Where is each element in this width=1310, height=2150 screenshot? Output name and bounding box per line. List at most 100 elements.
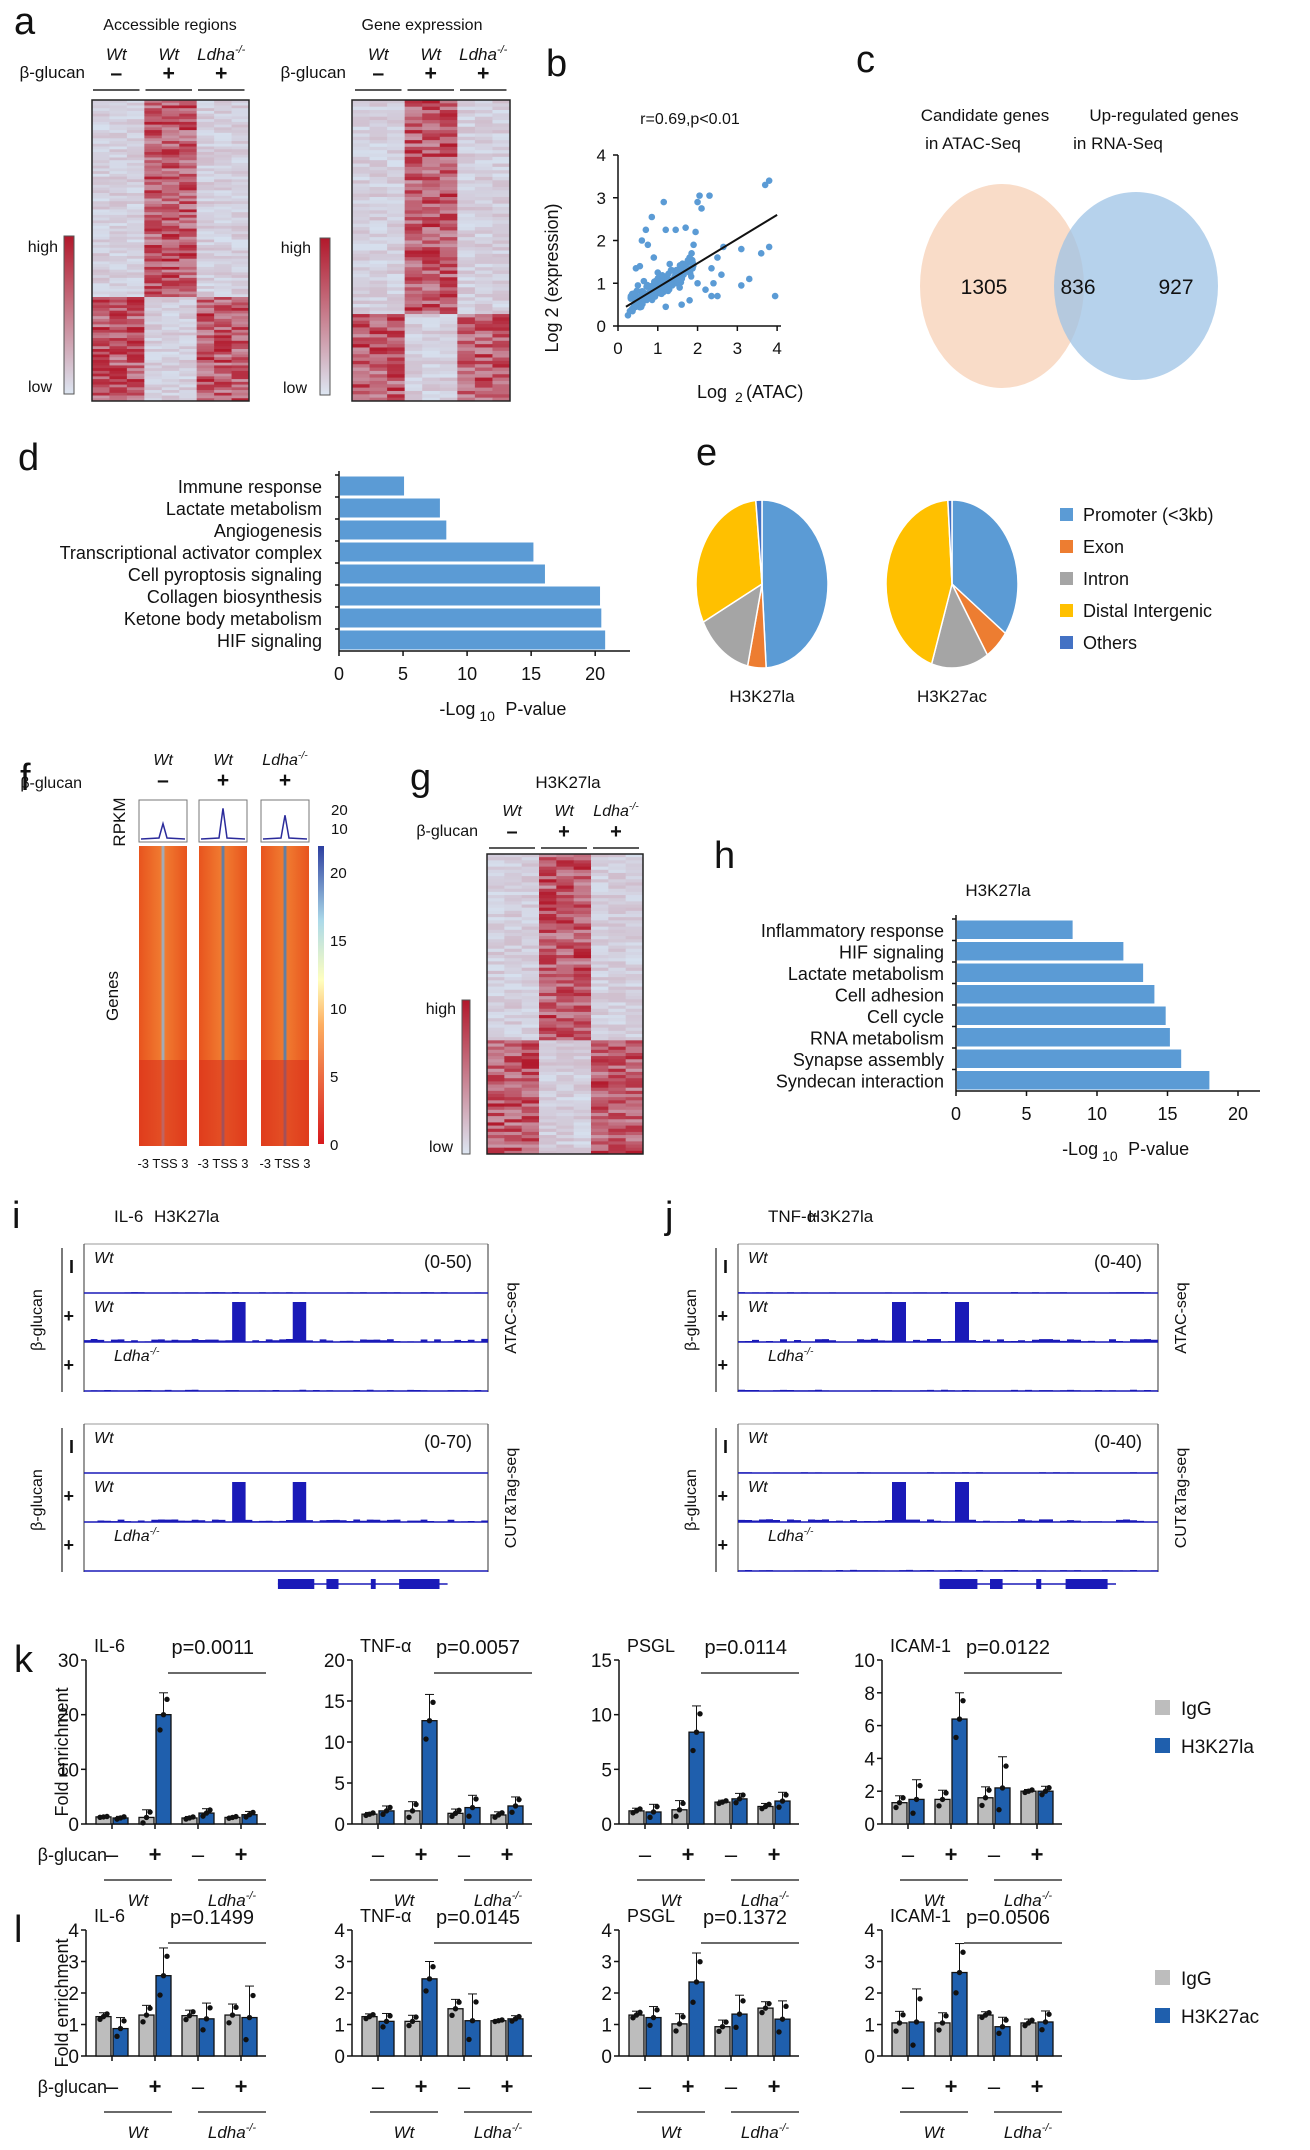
heatmap-cell (387, 350, 406, 355)
heatmap-cell (161, 149, 180, 153)
heatmap-cell (474, 133, 493, 138)
bar-igg (671, 2023, 688, 2057)
heatmap-cell (521, 1106, 540, 1111)
heatmap-cell (422, 233, 441, 238)
heatmap-cell (422, 380, 441, 385)
heatmap-cell (144, 138, 163, 142)
heatmap-cell (109, 294, 128, 298)
heatmap-cell (387, 370, 406, 375)
heatmap-cell (369, 390, 388, 395)
data-point (117, 2025, 124, 2032)
heatmap-cell (387, 300, 406, 305)
heatmap-cell (573, 1150, 592, 1155)
heatmap-cell (387, 227, 406, 231)
heatmap-cell (161, 357, 180, 361)
heatmap-cell (352, 287, 371, 292)
heatmap-cell (591, 863, 609, 868)
heatmap-cell (591, 1081, 609, 1086)
heatmap-cell (161, 387, 180, 391)
heatmap-cell (161, 214, 180, 219)
heatmap-cell (179, 206, 198, 210)
heatmap-cell (126, 171, 145, 175)
heatmap-cell (179, 327, 198, 331)
heatmap-cell (591, 857, 609, 861)
panel-letter-c: c (856, 39, 875, 81)
heatmap-cell (161, 302, 180, 306)
heatmap-cell (556, 926, 575, 931)
heatmap-cell (196, 357, 215, 361)
panel-j-exon (1065, 1579, 1108, 1589)
heatmap-cell (144, 132, 163, 137)
heatmap-cell (404, 360, 423, 365)
heatmap-cell (492, 227, 511, 231)
heatmap-cell (539, 986, 557, 991)
panel-h-category-label: Cell cycle (867, 1007, 944, 1027)
heatmap-cell (404, 166, 423, 171)
heatmap-cell (591, 1119, 609, 1123)
heatmap-cell (144, 182, 163, 186)
data-point (456, 1999, 462, 2005)
heatmap-cell (608, 1078, 627, 1082)
heatmap-cell (591, 955, 609, 959)
heatmap-cell (625, 939, 644, 943)
heatmap-cell (521, 1135, 540, 1139)
heatmap-cell (504, 1018, 523, 1022)
heatmap-cell (161, 324, 180, 328)
heatmap-cell (556, 1008, 575, 1013)
heatmap-cell (492, 364, 511, 369)
heatmap-cell (196, 102, 215, 106)
heatmap-cell (625, 980, 644, 984)
panel-i-assay-label: CUT&Tag-seq (503, 1448, 520, 1548)
heatmap-cell (161, 110, 180, 115)
data-point (183, 2016, 189, 2023)
heatmap-cell (487, 869, 505, 874)
heatmap-cell (144, 390, 163, 394)
heatmap-cell (144, 146, 163, 150)
heatmap-cell (144, 318, 163, 323)
heatmap-cell (369, 193, 388, 198)
heatmap-cell (504, 1021, 523, 1026)
panel-a-right-colorbar (319, 237, 331, 396)
heatmap-cell (92, 365, 110, 369)
heatmap-cell (487, 1081, 505, 1086)
heatmap-cell (504, 866, 523, 871)
heatmap-cell (404, 223, 423, 228)
heatmap-cell (231, 264, 250, 268)
heatmap-cell (231, 184, 250, 189)
data-point (896, 2020, 903, 2026)
heatmap-cell (422, 230, 441, 235)
scatter-point (686, 297, 693, 304)
heatmap-cell (161, 297, 180, 301)
heatmap-cell (144, 299, 163, 303)
heatmap-cell (457, 116, 476, 121)
heatmap-cell (504, 999, 523, 1003)
heatmap-cell (161, 362, 180, 366)
heatmap-cell (92, 228, 110, 232)
heatmap-cell (625, 1150, 644, 1155)
scatter-point (629, 308, 636, 315)
heatmap-cell (214, 100, 233, 104)
data-point (1029, 2017, 1035, 2023)
heatmap-cell (109, 261, 128, 265)
data-point (160, 1711, 167, 1718)
heatmap-cell (521, 1090, 540, 1095)
data-point (999, 2024, 1006, 2030)
data-point (469, 1804, 476, 1811)
heatmap-cell (231, 214, 250, 219)
heatmap-cell (422, 106, 441, 111)
heatmap-cell (109, 212, 128, 216)
heatmap-cell (608, 891, 627, 896)
heatmap-cell (144, 124, 163, 128)
heatmap-cell (474, 257, 493, 262)
heatmap-cell (591, 932, 609, 937)
heatmap-cell (196, 359, 215, 364)
heatmap-cell (591, 1144, 609, 1149)
heatmap-cell (573, 898, 592, 902)
heatmap-cell (179, 212, 198, 216)
legend-swatch (1060, 636, 1073, 649)
heatmap-cell (422, 183, 441, 188)
heatmap-cell (504, 863, 523, 868)
heatmap-cell (179, 346, 198, 350)
heatmap-cell (573, 1037, 592, 1041)
heatmap-cell (92, 214, 110, 219)
